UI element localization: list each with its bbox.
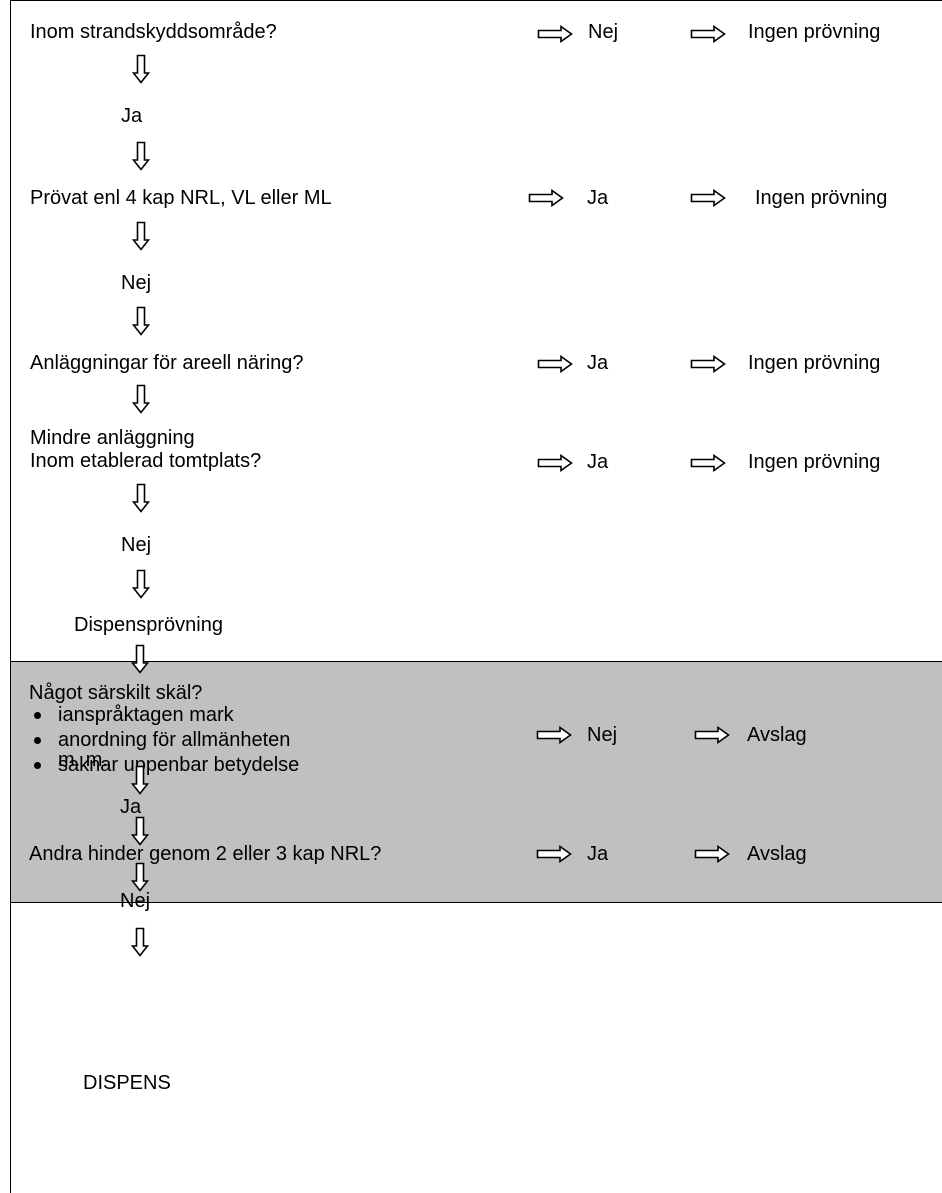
flowchart: Inom strandskyddsområde? Nej Ingen prövn…	[10, 0, 942, 1193]
skal-tail: m. m.	[58, 749, 108, 772]
result-q5: Avslag	[747, 724, 807, 747]
right-arrow-icon	[694, 726, 730, 744]
down-arrow-icon	[131, 862, 149, 892]
result-q6: Avslag	[747, 843, 807, 866]
shaded-content: Något särskilt skäl? ianspråktagen mark …	[10, 0, 942, 1193]
final-result: DISPENS	[83, 1072, 171, 1095]
branch-q6: Ja	[587, 843, 608, 866]
list-item: ianspråktagen mark	[29, 703, 299, 728]
right-arrow-icon	[536, 726, 572, 744]
right-arrow-icon	[694, 845, 730, 863]
answer-q6: Nej	[120, 890, 150, 913]
down-arrow-icon	[131, 765, 149, 795]
question-andra-hinder: Andra hinder genom 2 eller 3 kap NRL?	[29, 843, 381, 866]
down-arrow-icon	[131, 816, 149, 846]
branch-q5: Nej	[587, 724, 617, 747]
question-sarskilt-skal: Något särskilt skäl?	[29, 682, 202, 705]
right-arrow-icon	[536, 845, 572, 863]
down-arrow-icon	[131, 927, 149, 957]
